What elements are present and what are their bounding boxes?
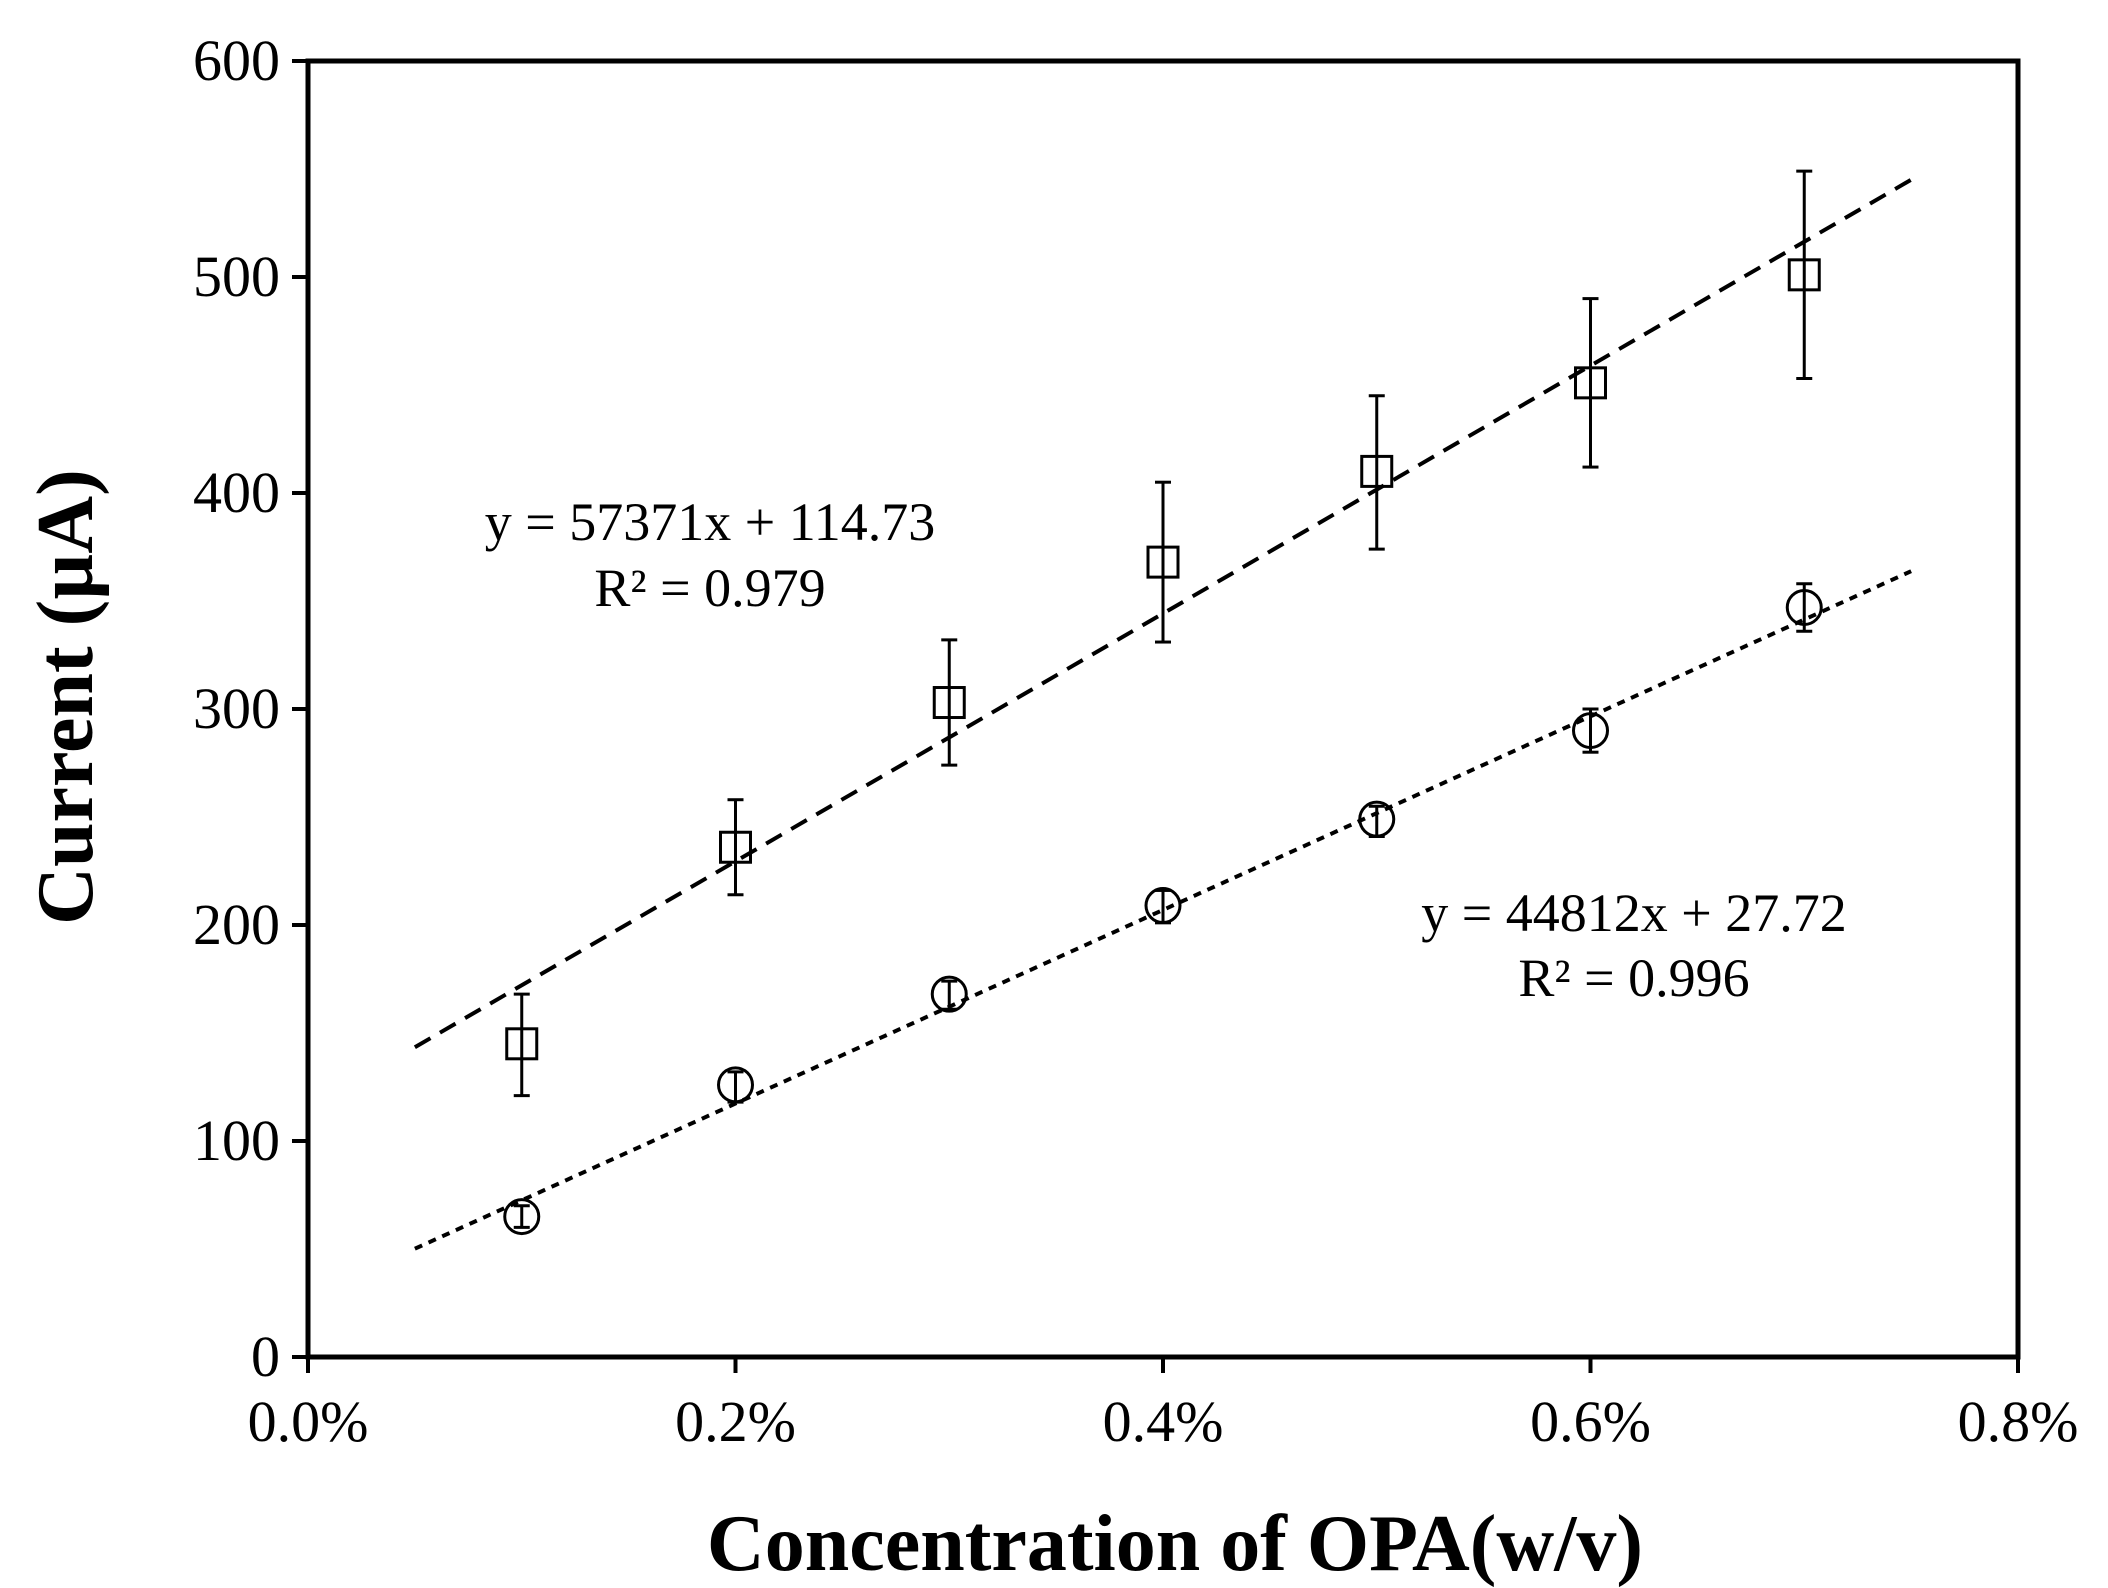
data-markers [503,258,1823,1236]
trendline-equation-squares: y = 57371x + 114.73 [485,492,935,552]
data-point-circle [717,1066,754,1104]
x-axis-title: Concentration of OPA(w/v) [707,1500,1643,1588]
x-tick-label: 0.4% [1103,1389,1224,1454]
data-point-square [1787,258,1821,292]
data-point-circle [1358,800,1396,838]
y-tick-label: 100 [193,1108,280,1173]
trendline-r-squared-circles: R² = 0.996 [1518,948,1749,1008]
trendlines [413,178,1913,1251]
y-tick-label: 0 [251,1324,280,1389]
axis-ticks: 0 100 200 300 400 500 600 0.0% 0.2% 0.4% 0.6% 0.8% [193,28,2078,1454]
y-tick-label: 300 [193,676,280,741]
data-point-circle [1785,588,1823,626]
trendline-r-squared-squares: R² = 0.979 [594,558,825,618]
x-tick-label: 0.2% [675,1389,796,1454]
data-point-square [1574,366,1607,400]
x-tick-label: 0.6% [1530,1389,1651,1454]
data-point-square [719,830,752,864]
data-point-circle [503,1198,541,1236]
y-tick-label: 500 [193,244,280,309]
y-tick-label: 400 [193,460,280,525]
trendline-equation-circles: y = 44812x + 27.72 [1421,883,1846,943]
data-point-circle [1144,887,1182,925]
trendline-circles [414,569,1912,1251]
data-point-square [1360,454,1394,488]
data-point-circle [930,975,968,1013]
data-point-circle [1572,712,1609,750]
data-point-square [505,1027,539,1061]
y-axis-title: Current (µA) [22,469,110,925]
data-point-square [1146,545,1180,579]
y-tick-label: 600 [193,28,280,93]
y-tick-label: 200 [193,892,280,957]
x-tick-label: 0.0% [248,1389,369,1454]
data-point-square [932,686,966,720]
x-tick-label: 0.8% [1958,1389,2079,1454]
